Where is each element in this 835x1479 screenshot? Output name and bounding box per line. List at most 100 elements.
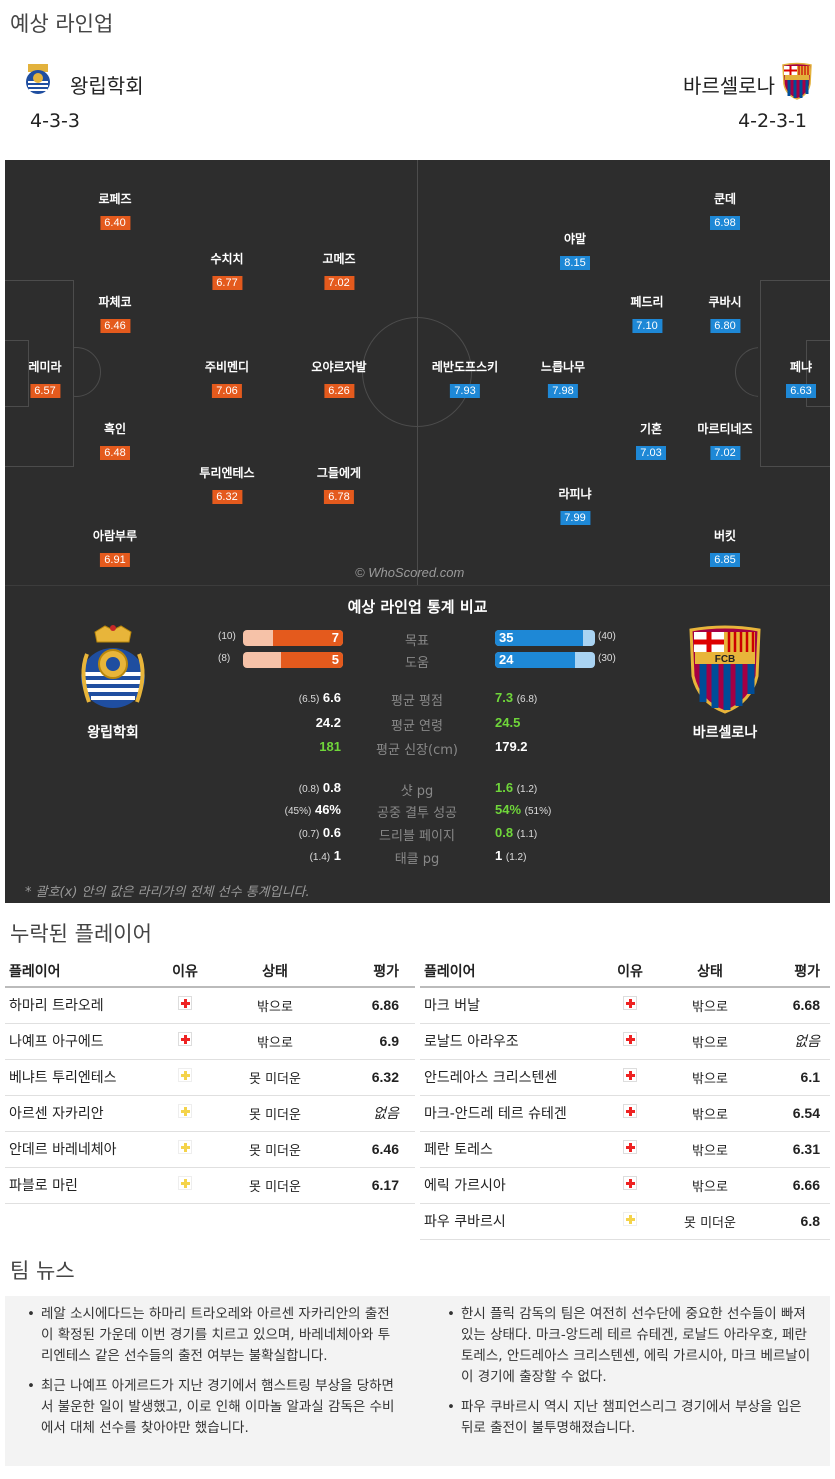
player-name[interactable]: 파우 쿠바르시 xyxy=(420,1203,605,1240)
player-name[interactable]: 안드레아스 크리스텐센 xyxy=(420,1059,605,1096)
reason-cell xyxy=(155,1167,215,1204)
player-marker[interactable]: 수치치 6.77 xyxy=(210,250,244,290)
col-status[interactable]: 상태 xyxy=(655,955,765,988)
player-name[interactable]: 하마리 트라오레 xyxy=(5,987,155,1024)
col-rating[interactable]: 평가 xyxy=(335,955,415,988)
table-row[interactable]: 파우 쿠바르시 못 미더운 6.8 xyxy=(420,1203,830,1240)
col-rating[interactable]: 평가 xyxy=(765,955,830,988)
home-team-name[interactable]: 왕립학회 xyxy=(70,74,144,98)
player-name[interactable]: 베냐트 투리엔테스 xyxy=(5,1059,155,1096)
lineup-pitch: 로페즈 6.40 수치치 6.77 고메즈 7.02 파체코 6.46 레미라 6.57 주비멘디 7… xyxy=(5,160,830,585)
player-name[interactable]: 페란 토레스 xyxy=(420,1131,605,1168)
player-name[interactable]: 마크 버날 xyxy=(420,987,605,1024)
player-name[interactable]: 버킷 xyxy=(713,529,737,543)
table-row[interactable]: 안데르 바레네체아 못 미더운 6.46 xyxy=(5,1131,415,1168)
table-row[interactable]: 하마리 트라오레 밖으로 6.86 xyxy=(5,987,415,1024)
table-row[interactable]: 마크 버날 밖으로 6.68 xyxy=(420,987,830,1024)
player-marker[interactable]: 쿤데 6.98 xyxy=(710,190,740,230)
home-stat-cell: (0.7) 0.6 xyxy=(241,825,341,840)
player-name[interactable]: 나예프 아구에드 xyxy=(5,1023,155,1060)
stats-title: 예상 라인업 통계 비교 xyxy=(347,598,488,616)
player-name[interactable]: 아람부루 xyxy=(92,529,138,543)
player-name[interactable]: 파체코 xyxy=(98,295,132,309)
player-name[interactable]: 마크-안드레 테르 슈테겐 xyxy=(420,1095,605,1132)
player-marker[interactable]: 주비멘디 7.06 xyxy=(205,358,249,398)
injury-icon xyxy=(623,1032,637,1046)
rating-value: 6.1 xyxy=(765,1059,830,1096)
col-status[interactable]: 상태 xyxy=(215,955,335,988)
player-name[interactable]: 오야르자발 xyxy=(311,360,367,374)
rating-value: 6.9 xyxy=(335,1023,415,1060)
home-stat-bar: 7 xyxy=(243,630,343,646)
col-player[interactable]: 플레이어 xyxy=(420,955,605,988)
table-row[interactable]: 나예프 아구에드 밖으로 6.9 xyxy=(5,1023,415,1060)
player-marker[interactable]: 기혼 7.03 xyxy=(636,420,666,460)
player-name[interactable]: 안데르 바레네체아 xyxy=(5,1131,155,1168)
table-row[interactable]: 아르센 자카리안 못 미더운 없음 xyxy=(5,1095,415,1132)
player-name[interactable]: 야말 xyxy=(563,232,587,246)
player-marker[interactable]: 그들에게 6.78 xyxy=(317,464,361,504)
player-name[interactable]: 페냐 xyxy=(789,360,813,374)
player-marker[interactable]: 느릅나무 7.98 xyxy=(541,358,585,398)
player-name[interactable]: 마르티네즈 xyxy=(697,422,753,436)
player-marker[interactable]: 야말 8.15 xyxy=(560,230,590,270)
player-marker[interactable]: 레반도프스키 7.93 xyxy=(432,358,498,398)
table-row[interactable]: 에릭 가르시아 밖으로 6.66 xyxy=(420,1167,830,1204)
player-name[interactable]: 레반도프스키 xyxy=(431,360,499,374)
away-team-name[interactable]: 바르셀로나 xyxy=(683,74,775,98)
player-name[interactable]: 고메즈 xyxy=(322,252,356,266)
player-marker[interactable]: 레미라 6.57 xyxy=(28,358,62,398)
player-name[interactable]: 흑인 xyxy=(103,422,127,436)
lineup-section-title: 예상 라인업 xyxy=(10,12,114,36)
player-name[interactable]: 페드리 xyxy=(630,295,664,309)
home-stat-value: 6.6 xyxy=(322,690,341,705)
player-rating: 6.48 xyxy=(100,446,130,460)
col-player[interactable]: 플레이어 xyxy=(5,955,155,988)
reason-cell xyxy=(155,1131,215,1168)
player-marker[interactable]: 아람부루 6.91 xyxy=(93,527,137,567)
player-marker[interactable]: 투리엔테스 6.32 xyxy=(199,464,255,504)
player-marker[interactable]: 흑인 6.48 xyxy=(100,420,130,460)
table-row[interactable]: 베냐트 투리엔테스 못 미더운 6.32 xyxy=(5,1059,415,1096)
doubtful-icon xyxy=(178,1176,192,1190)
player-name[interactable]: 에릭 가르시아 xyxy=(420,1167,605,1204)
player-marker[interactable]: 쿠바시 6.80 xyxy=(708,293,742,333)
stats-comparison-panel: 예상 라인업 통계 비교 왕립학회 FCB 바르셀로나 (10) 7 목표 35 (40… xyxy=(5,585,830,903)
table-row[interactable]: 파블로 마린 못 미더운 6.17 xyxy=(5,1167,415,1204)
table-row[interactable]: 로날드 아라우조 밖으로 없음 xyxy=(420,1023,830,1060)
player-name[interactable]: 아르센 자카리안 xyxy=(5,1095,155,1132)
player-name[interactable]: 쿤데 xyxy=(713,192,737,206)
player-name[interactable]: 로날드 아라우조 xyxy=(420,1023,605,1060)
player-name[interactable]: 주비멘디 xyxy=(204,360,250,374)
player-marker[interactable]: 마르티네즈 7.02 xyxy=(697,420,753,460)
player-name[interactable]: 레미라 xyxy=(28,360,62,374)
home-team-label: 왕립학회 xyxy=(87,725,139,741)
player-marker[interactable]: 페드리 7.10 xyxy=(630,293,664,333)
player-name[interactable]: 투리엔테스 xyxy=(199,466,255,480)
player-marker[interactable]: 파체코 6.46 xyxy=(98,293,132,333)
player-name[interactable]: 쿠바시 xyxy=(708,295,742,309)
player-marker[interactable]: 버킷 6.85 xyxy=(710,527,740,567)
table-row[interactable]: 페란 토레스 밖으로 6.31 xyxy=(420,1131,830,1168)
player-name[interactable]: 느릅나무 xyxy=(540,360,586,374)
col-reason[interactable]: 이유 xyxy=(155,955,215,988)
player-name[interactable]: 수치치 xyxy=(210,252,244,266)
status-text: 밖으로 xyxy=(215,987,335,1024)
player-name[interactable]: 라피냐 xyxy=(558,487,592,501)
table-row[interactable]: 안드레아스 크리스텐센 밖으로 6.1 xyxy=(420,1059,830,1096)
rating-value: 없음 xyxy=(335,1095,415,1132)
player-marker[interactable]: 오야르자발 6.26 xyxy=(311,358,367,398)
player-marker[interactable]: 라피냐 7.99 xyxy=(558,485,592,525)
stat-label: 샷 pg xyxy=(400,784,434,799)
player-marker[interactable]: 로페즈 6.40 xyxy=(98,190,132,230)
home-stat-cell: (6.5) 6.6 xyxy=(241,690,341,705)
table-row[interactable]: 마크-안드레 테르 슈테겐 밖으로 6.54 xyxy=(420,1095,830,1132)
player-name[interactable]: 파블로 마린 xyxy=(5,1167,155,1204)
player-marker[interactable]: 페냐 6.63 xyxy=(786,358,816,398)
injury-icon xyxy=(623,1068,637,1082)
player-name[interactable]: 기혼 xyxy=(639,422,663,436)
player-name[interactable]: 로페즈 xyxy=(98,192,132,206)
player-name[interactable]: 그들에게 xyxy=(316,466,362,480)
player-marker[interactable]: 고메즈 7.02 xyxy=(322,250,356,290)
col-reason[interactable]: 이유 xyxy=(605,955,655,988)
